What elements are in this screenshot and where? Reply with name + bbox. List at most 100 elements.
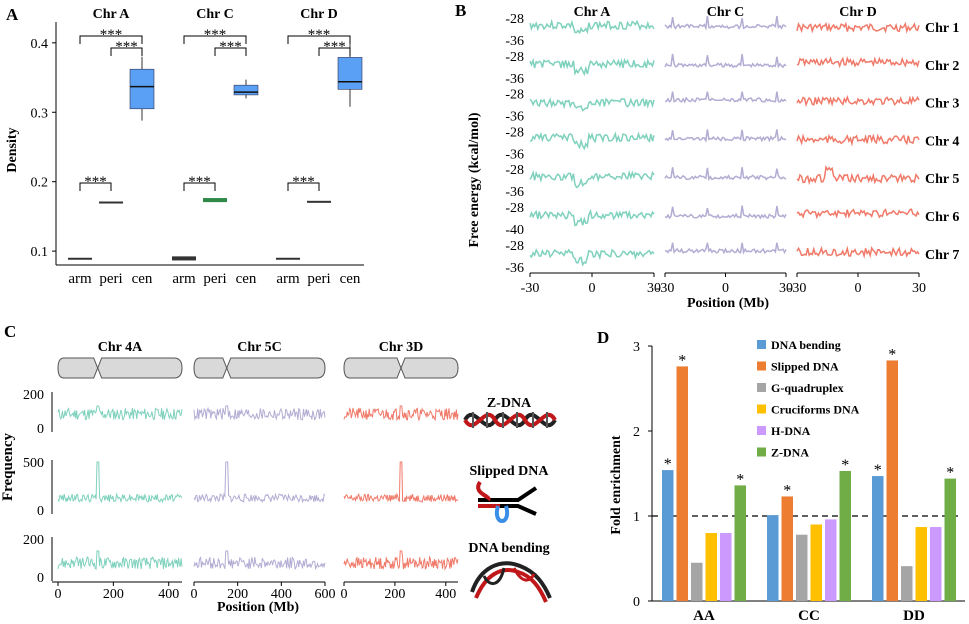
bar-g-quadruplex: [901, 566, 913, 601]
bar-cruciforms-dna: [915, 527, 927, 601]
free-energy-trace: [796, 56, 920, 69]
panel-b-row: -28 -36 Chr 2: [505, 50, 959, 87]
bar-h-dna: [720, 533, 732, 601]
panel-c-row: 500 0 Slipped DNA: [23, 456, 549, 519]
legend-label: H-DNA: [771, 424, 811, 438]
panel-a-category-label: peri: [99, 271, 122, 287]
sig-bracket: [183, 35, 247, 44]
bar-dna-bending: [872, 476, 884, 601]
bar-z-dna: [734, 485, 746, 601]
slipped-dna-illustration: [476, 480, 538, 523]
legend-swatch: [757, 340, 766, 349]
panel-b-group-title: Chr C: [707, 5, 744, 20]
panel-c-xtick-label: 0: [191, 587, 198, 602]
legend-label: Cruciforms DNA: [771, 403, 860, 417]
panel-a-ytick-label: 0.1: [31, 245, 49, 260]
legend-label: DNA bending: [771, 338, 841, 352]
panel-label-d: D: [597, 328, 609, 347]
sig-bracket: [79, 35, 143, 44]
panel-c-ytick-label: 0: [37, 571, 44, 586]
panel-b-row-label: Chr 2: [925, 59, 959, 74]
frequency-trace: [193, 461, 326, 504]
panel-b-xtick-label: 0: [589, 281, 596, 296]
box-body: [276, 257, 300, 260]
sig-star: *: [888, 346, 896, 363]
panel-d-ytick-label: 1: [633, 510, 640, 525]
legend-swatch: [757, 361, 766, 371]
panel-b-row-label: Chr 7: [925, 248, 959, 263]
free-energy-trace: [529, 131, 655, 151]
sig-bracket: [79, 182, 112, 191]
panel-a-category-label: cen: [340, 271, 361, 287]
panel-c-chromosome-title: Chr 4A: [98, 340, 143, 355]
sig-marker: ***: [204, 27, 227, 43]
panel-d: Fold enrichment 0 1 2 3 * * * AA * * CC * * * DD DNA be…: [609, 338, 965, 624]
sig-bracket: [214, 47, 247, 56]
bar-slipped-dna: [886, 360, 898, 601]
panel-a-category-label: cen: [236, 271, 257, 287]
sig-marker: ***: [323, 39, 346, 55]
panel-c-row: 200 0 DNA bending: [23, 533, 550, 586]
box-body: [172, 256, 196, 261]
free-energy-trace: [664, 205, 787, 220]
frequency-trace: [343, 550, 459, 571]
panel-a-category-label: arm: [172, 271, 196, 287]
free-energy-trace: [664, 91, 787, 104]
panel-c-ytick-label: 500: [23, 456, 44, 471]
chromosome-body: [343, 357, 459, 379]
panel-c-xtick-label: 400: [271, 587, 292, 602]
bar-g-quadruplex: [796, 534, 808, 601]
legend-label: Z-DNA: [771, 446, 809, 460]
panel-a-ylabel: Density: [5, 127, 20, 172]
bar-g-quadruplex: [691, 562, 703, 601]
panel-b-ytick-label: -28: [505, 88, 524, 103]
panel-b: Free energy (kcal/mol) Position (Mb) Chr…: [467, 5, 959, 311]
frequency-trace: [57, 405, 183, 421]
panel-c-xtick-label: 400: [435, 587, 456, 602]
z-dna-illustration: [463, 412, 557, 428]
sig-marker: ***: [292, 174, 315, 190]
panel-a-group-title: Chr C: [196, 7, 233, 22]
panel-b-ytick-label: -36: [505, 261, 524, 276]
bar-cruciforms-dna: [705, 533, 717, 601]
box-body: [129, 68, 155, 110]
sig-star: *: [783, 482, 791, 499]
box-body: [233, 84, 259, 96]
free-energy-trace: [796, 208, 920, 220]
panel-b-row-label: Chr 3: [925, 97, 959, 112]
box-body: [307, 200, 331, 203]
panel-b-row-label: Chr 4: [925, 134, 959, 149]
panel-b-xtick-label: 30: [912, 281, 926, 296]
panel-b-ytick-label: -36: [505, 72, 524, 87]
panel-b-xtick-label: -30: [521, 281, 540, 296]
sig-star: *: [736, 471, 744, 488]
panel-b-row-label: Chr 6: [925, 210, 959, 225]
panel-c-xlabel: Position (Mb): [217, 600, 299, 615]
panel-c-row-label: Z-DNA: [487, 396, 532, 411]
legend-swatch: [757, 383, 766, 392]
panel-b-ytick-label: -28: [505, 12, 524, 27]
panel-a-group-title: Chr A: [93, 7, 131, 22]
panel-c-chromosome-title: Chr 5C: [237, 340, 281, 355]
bar-dna-bending: [767, 515, 779, 601]
frequency-trace: [57, 550, 183, 570]
panel-b-ytick-label: -36: [505, 34, 524, 49]
panel-c-row-label: Slipped DNA: [470, 464, 550, 479]
free-energy-trace: [529, 208, 655, 227]
dna-bending-illustration: [470, 561, 552, 603]
panel-b-ytick-label: -28: [505, 163, 524, 178]
panel-a-category-label: peri: [203, 271, 226, 287]
panel-c-row: 200 0 Z-DNA: [23, 388, 532, 437]
panel-label-b: B: [455, 1, 466, 20]
box-body: [337, 57, 363, 90]
bar-h-dna: [930, 527, 942, 601]
free-energy-trace: [664, 242, 787, 255]
sig-marker: ***: [188, 174, 211, 190]
panel-label-c: C: [4, 322, 16, 341]
panel-c-chromosome-title: Chr 3D: [379, 340, 423, 355]
legend-swatch: [757, 404, 766, 414]
panel-c-xtick-label: 600: [315, 587, 336, 602]
legend-swatch: [757, 426, 766, 435]
panel-a-category-label: cen: [132, 271, 153, 287]
sig-bracket: [287, 35, 351, 44]
